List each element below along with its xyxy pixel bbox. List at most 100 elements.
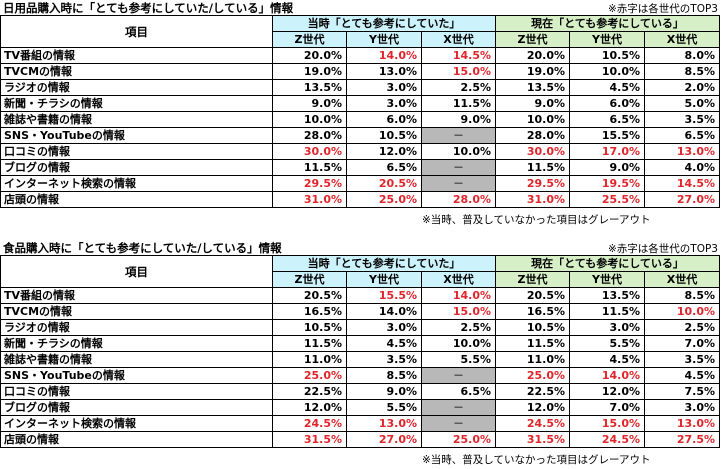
value-cell: 13.0% [644,415,720,432]
greyed-out-cell: － [421,159,496,176]
table-row: インターネット検索の情報 24.5% 13.0% － 24.5% 15.0% 13.0% [0,415,720,432]
value-cell: 5.5% [421,351,496,368]
value-cell: 10.5% [495,319,570,336]
value-cell: 6.5% [569,111,645,128]
top3-note: ※赤字は各世代のTOP3 [608,3,718,15]
value-cell: 25.0% [272,367,347,384]
value-cell: 3.5% [644,111,720,128]
table-row: 店頭の情報 31.5% 27.0% 25.0% 31.5% 24.5% 27.5% [0,431,720,448]
value-cell: 27.0% [346,431,422,448]
value-cell: 24.5% [495,415,570,432]
value-cell: 10.0% [272,111,347,128]
table-row: TV番組の情報 20.0% 14.0% 14.5% 20.0% 10.5% 8.0% [0,47,720,64]
generation-header: Y世代 [346,31,422,48]
grey-footnote: ※当時、普及していなかった項目はグレーアウト [422,214,651,226]
value-cell: 2.5% [644,319,720,336]
section-daily-goods: 日用品購入時に「とても参考にしていた/している」情報 ※赤字は各世代のTOP3 … [0,0,722,232]
value-cell: 10.0% [421,143,496,160]
value-cell: 8.5% [644,287,720,304]
value-cell: 4.5% [346,335,422,352]
value-cell: 9.0% [495,95,570,112]
value-cell: 12.0% [495,399,570,416]
value-cell: 13.5% [569,287,645,304]
table-row: ブログの情報 11.5% 6.5% － 11.5% 9.0% 4.0% [0,159,720,176]
row-label: インターネット検索の情報 [0,415,273,432]
value-cell: 9.0% [421,111,496,128]
generation-header: Z世代 [495,271,570,288]
value-cell: 14.5% [421,47,496,64]
value-cell: 5.5% [569,335,645,352]
value-cell: 22.5% [495,383,570,400]
table-row: インターネット検索の情報 29.5% 20.5% － 29.5% 19.5% 14.5% [0,175,720,192]
row-label: 新聞・チラシの情報 [0,335,273,352]
value-cell: 10.5% [346,127,422,144]
value-cell: 8.5% [644,63,720,80]
value-cell: 25.5% [569,191,645,208]
table-row: TVCMの情報 16.5% 14.0% 15.0% 16.5% 11.5% 10.0% [0,303,720,320]
value-cell: 14.0% [346,303,422,320]
value-cell: 28.0% [495,127,570,144]
row-label: 口コミの情報 [0,143,273,160]
value-cell: 31.0% [272,191,347,208]
header-row: 項目 当時「とても参考にしていた」 現在「とても参考にしている」 [0,255,720,288]
value-cell: 9.0% [569,159,645,176]
value-cell: 20.0% [272,47,347,64]
value-cell: 3.0% [346,79,422,96]
value-cell: 30.0% [272,143,347,160]
generation-header: X世代 [421,271,496,288]
value-cell: 14.5% [644,175,720,192]
value-cell: 27.0% [644,191,720,208]
value-cell: 13.0% [346,415,422,432]
generation-header: X世代 [421,31,496,48]
generation-header: X世代 [644,271,720,288]
group-header-now: 現在「とても参考にしている」 [495,255,720,272]
value-cell: 19.0% [495,63,570,80]
row-label: TVCMの情報 [0,303,273,320]
value-cell: 11.5% [272,335,347,352]
value-cell: 6.5% [421,383,496,400]
value-cell: 4.5% [569,351,645,368]
row-label: インターネット検索の情報 [0,175,273,192]
value-cell: 5.5% [346,399,422,416]
row-label: TV番組の情報 [0,47,273,64]
value-cell: 11.5% [495,159,570,176]
value-cell: 13.5% [272,79,347,96]
value-cell: 20.5% [272,287,347,304]
row-label: TVCMの情報 [0,63,273,80]
value-cell: 13.0% [644,143,720,160]
row-label: ラジオの情報 [0,319,273,336]
group-header-then: 当時「とても参考にしていた」 [272,15,496,32]
row-label: SNS・YouTubeの情報 [0,367,273,384]
section-food: 食品購入時に「とても参考にしていた/している」情報 ※赤字は各世代のTOP3 項… [0,240,722,469]
value-cell: 11.5% [272,159,347,176]
generation-header: X世代 [644,31,720,48]
table-row: 店頭の情報 31.0% 25.0% 28.0% 31.0% 25.5% 27.0% [0,191,720,208]
value-cell: 17.0% [569,143,645,160]
value-cell: 25.0% [495,367,570,384]
value-cell: 3.0% [346,319,422,336]
data-table: 項目 当時「とても参考にしていた」 現在「とても参考にしている」 Z世代 Y世代 X世代 Z… [0,255,720,448]
section-title: 日用品購入時に「とても参考にしていた/している」情報 [3,1,294,15]
value-cell: 15.0% [421,63,496,80]
value-cell: 24.5% [569,431,645,448]
value-cell: 2.5% [421,319,496,336]
value-cell: 27.5% [644,431,720,448]
table-row: ブログの情報 12.0% 5.5% － 12.0% 7.0% 3.0% [0,399,720,416]
value-cell: 6.0% [346,111,422,128]
generation-header: Y世代 [346,271,422,288]
row-label: ブログの情報 [0,159,273,176]
row-label: 雑誌や書籍の情報 [0,111,273,128]
table-row: SNS・YouTubeの情報 25.0% 8.5% － 25.0% 14.0% 4.5% [0,367,720,384]
table-row: SNS・YouTubeの情報 28.0% 10.5% － 28.0% 15.5% 6.5% [0,127,720,144]
header-row: 項目 当時「とても参考にしていた」 現在「とても参考にしている」 [0,15,720,48]
value-cell: 31.5% [272,431,347,448]
greyed-out-cell: － [421,399,496,416]
value-cell: 20.5% [495,287,570,304]
value-cell: 31.5% [495,431,570,448]
value-cell: 15.5% [346,287,422,304]
value-cell: 19.5% [569,175,645,192]
value-cell: 3.0% [569,319,645,336]
value-cell: 11.5% [569,303,645,320]
table-row: TV番組の情報 20.5% 15.5% 14.0% 20.5% 13.5% 8.5% [0,287,720,304]
value-cell: 10.0% [644,303,720,320]
